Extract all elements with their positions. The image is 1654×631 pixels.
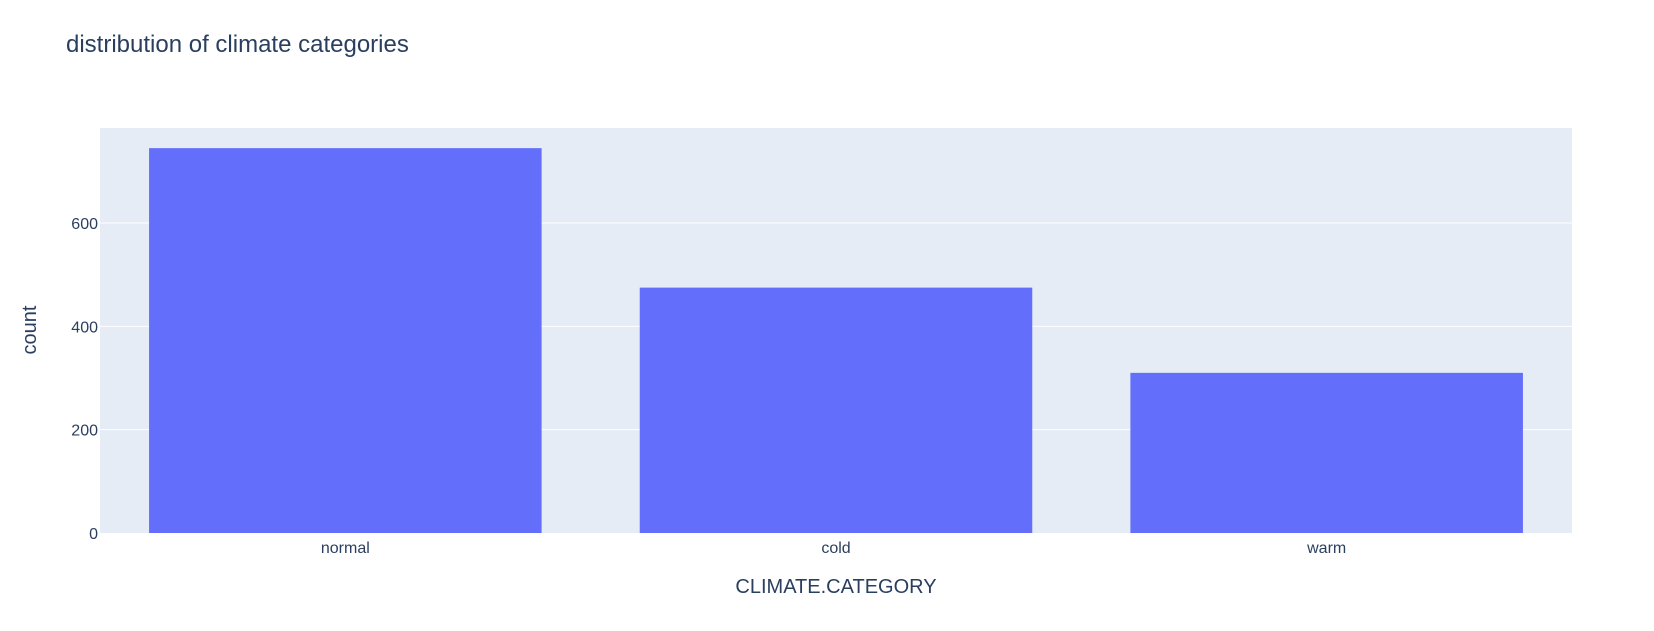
y-axis-ticks: 0 200 400 600 <box>71 216 98 543</box>
bar-normal[interactable] <box>149 148 542 534</box>
chart-title: distribution of climate categories <box>66 31 409 58</box>
x-tick-label-normal: normal <box>321 540 370 557</box>
y-tick-label: 600 <box>71 216 98 233</box>
bar-cold[interactable] <box>639 287 1033 533</box>
bar-warm[interactable] <box>1130 372 1523 533</box>
y-tick-label: 200 <box>71 423 98 440</box>
x-axis-ticks: normal cold warm <box>321 540 1346 557</box>
y-tick-label: 0 <box>89 526 98 543</box>
x-axis-title: CLIMATE.CATEGORY <box>735 576 936 598</box>
x-tick-label-warm: warm <box>1306 540 1346 557</box>
bars <box>149 148 1523 534</box>
y-tick-label: 400 <box>71 319 98 336</box>
x-tick-label-cold: cold <box>821 540 850 557</box>
y-axis-title: count <box>19 305 41 354</box>
